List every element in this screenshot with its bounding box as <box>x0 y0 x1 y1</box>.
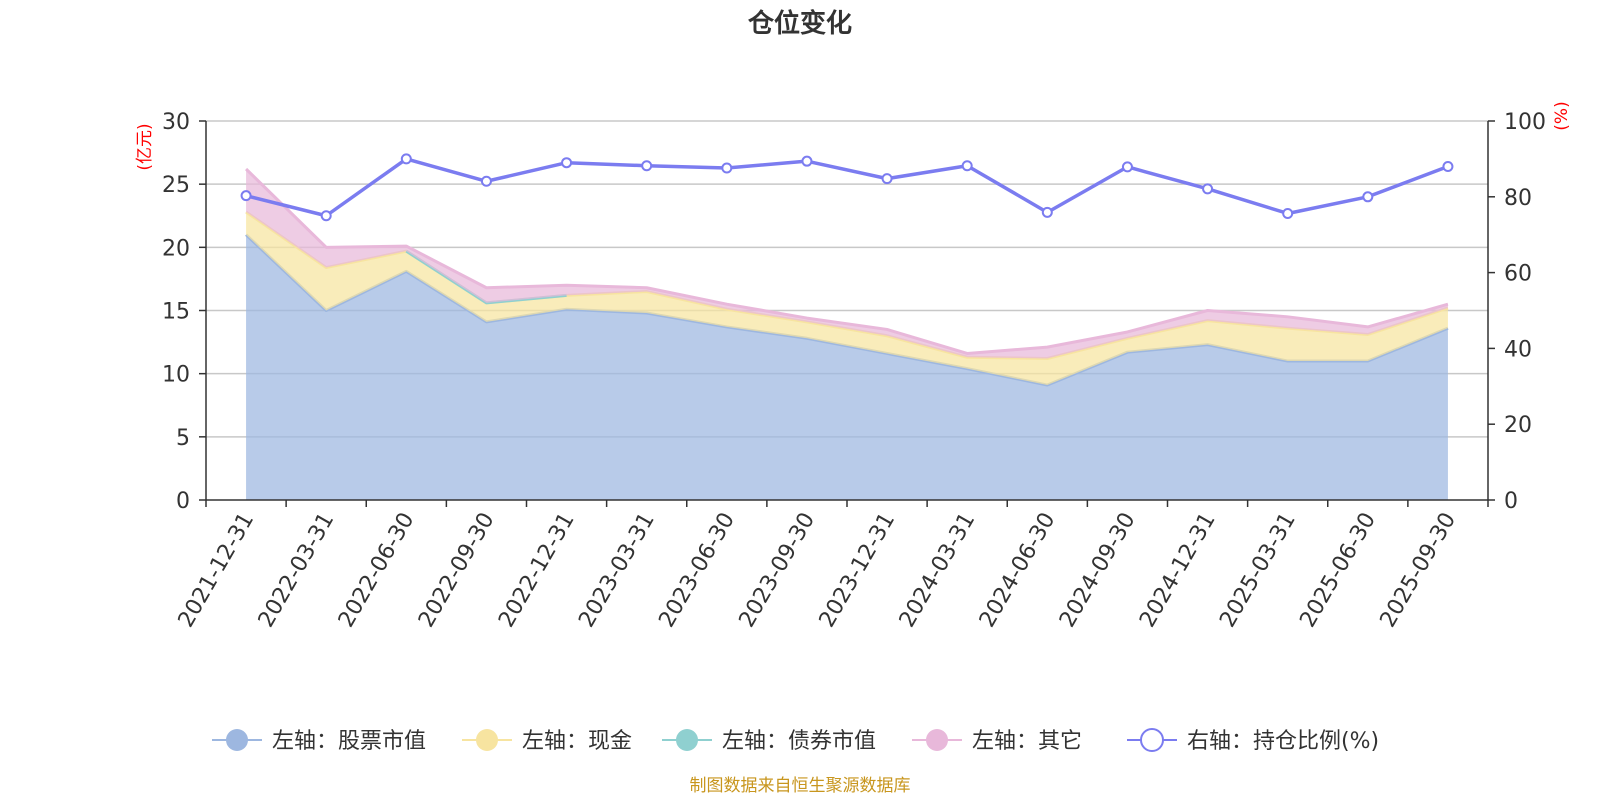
left-tick-label: 0 <box>176 489 190 514</box>
x-tick-label: 2023-03-31 <box>574 509 660 632</box>
position-ratio-line <box>240 153 1454 222</box>
ratio-point <box>240 190 252 202</box>
legend-label: 右轴：持仓比例(%) <box>1187 729 1379 754</box>
ratio-point <box>801 155 813 167</box>
x-tick-label: 2022-12-31 <box>494 509 580 632</box>
area-左轴：股票市值 <box>246 234 1448 500</box>
ratio-point <box>1362 191 1374 203</box>
left-tick-label: 5 <box>176 426 190 451</box>
ratio-point <box>320 210 332 222</box>
legend-label: 左轴：股票市值 <box>272 729 426 754</box>
x-tick-label: 2023-06-30 <box>654 509 740 632</box>
ratio-point <box>961 160 973 172</box>
ratio-point <box>400 153 412 165</box>
right-tick-label: 80 <box>1504 186 1532 211</box>
legend: 左轴：股票市值 左轴：现金 左轴：债券市值 左轴：其它 右轴：持仓比例(%) <box>212 728 1379 754</box>
right-tick-label: 0 <box>1504 489 1518 514</box>
x-tick-label: 2022-09-30 <box>414 509 500 632</box>
right-tick-label: 40 <box>1504 337 1532 362</box>
ratio-line <box>245 157 1449 218</box>
x-tick-label: 2022-06-30 <box>334 509 420 632</box>
right-tick-label: 20 <box>1504 413 1532 438</box>
legend-marker <box>226 729 248 751</box>
left-tick-label: 10 <box>162 363 190 388</box>
left-tick-label: 20 <box>162 236 190 261</box>
legend-label: 左轴：现金 <box>522 729 632 754</box>
legend-marker <box>1140 728 1164 752</box>
ratio-point <box>561 157 573 169</box>
right-tick-label: 100 <box>1504 110 1546 135</box>
ratio-point <box>1442 160 1454 172</box>
right-tick-label: 60 <box>1504 262 1532 287</box>
legend-label: 左轴：债券市值 <box>722 729 876 754</box>
x-tick-label: 2024-12-31 <box>1135 509 1221 632</box>
stacked-areas <box>245 167 1449 500</box>
legend-marker <box>476 729 498 751</box>
left-tick-label: 25 <box>162 173 190 198</box>
area-line-左轴：其它 <box>245 167 1449 355</box>
x-tick-label: 2024-06-30 <box>975 509 1061 632</box>
x-tick-label: 2025-09-30 <box>1376 509 1462 632</box>
left-tick-label: 15 <box>162 300 190 325</box>
ratio-point <box>480 175 492 187</box>
source-note: 制图数据来自恒生聚源数据库 <box>690 776 911 796</box>
x-tick-label: 2023-12-31 <box>815 509 901 632</box>
legend-label: 左轴：其它 <box>972 729 1082 754</box>
area-左轴：现金 <box>246 211 1448 386</box>
ratio-point <box>881 173 893 185</box>
ratio-point <box>1202 183 1214 195</box>
legend-marker <box>676 729 698 751</box>
legend-marker <box>926 729 948 751</box>
right-axis-unit: (%) <box>1552 101 1572 130</box>
x-tick-label: 2025-06-30 <box>1295 509 1381 632</box>
x-tick-label: 2024-03-31 <box>895 509 981 632</box>
x-tick-label: 2022-03-31 <box>254 509 340 632</box>
ratio-point <box>1121 161 1133 173</box>
left-axis-unit: (亿元) <box>135 123 155 170</box>
x-tick-label: 2021-12-31 <box>174 509 260 632</box>
ratio-point <box>641 160 653 172</box>
x-tick-label: 2024-09-30 <box>1055 509 1141 632</box>
ratio-point <box>1282 207 1294 219</box>
ratio-point <box>1041 206 1053 218</box>
ratio-point <box>721 162 733 174</box>
chart-title: 仓位变化 <box>747 8 852 39</box>
x-tick-label: 2023-09-30 <box>735 509 821 632</box>
left-tick-label: 30 <box>162 110 190 135</box>
x-tick-label: 2025-03-31 <box>1215 509 1301 632</box>
